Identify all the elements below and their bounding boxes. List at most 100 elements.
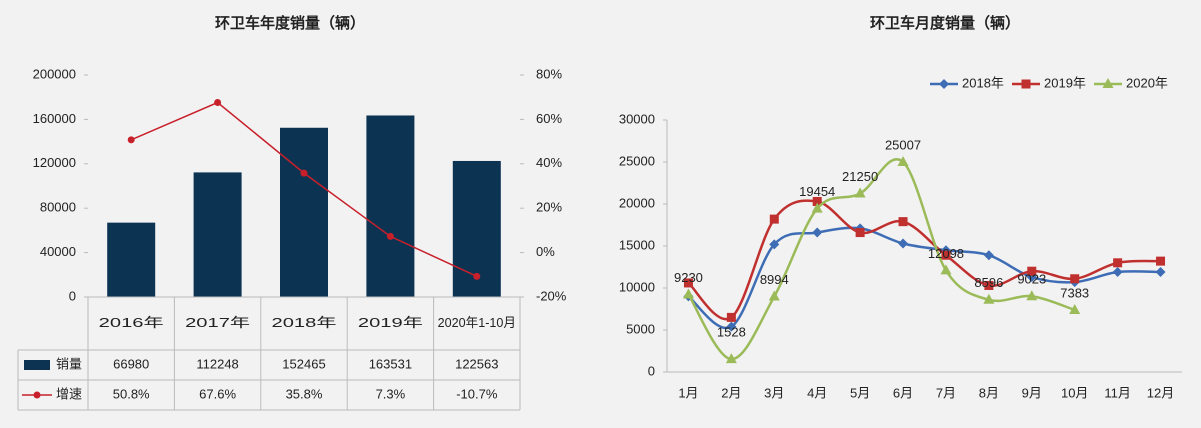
y2-tick-label: -20%: [536, 288, 567, 303]
marker: [984, 280, 994, 290]
table-cell: 66980: [113, 356, 149, 371]
x-tick-label: 4月: [807, 385, 827, 400]
y-tick-label: 40000: [40, 244, 76, 259]
x-tick-label: 10月: [1061, 385, 1088, 400]
y2-tick-label: 20%: [536, 200, 562, 215]
table-cell: -10.7%: [456, 386, 498, 401]
chart-title: 环卫车月度销量（辆）: [870, 14, 1020, 32]
marker: [811, 202, 823, 213]
marker: [898, 217, 908, 227]
x-tick-label: 1月: [678, 385, 698, 400]
legend-label: 2020年: [1126, 75, 1168, 90]
data-label: 1528: [717, 325, 746, 340]
x-tick-label: 8月: [979, 385, 999, 400]
table-cell: 152465: [282, 356, 325, 371]
y-tick-label: 30000: [619, 111, 655, 126]
x-tick-label: 12月: [1147, 385, 1174, 400]
bar: [193, 172, 242, 297]
table-cell: 67.6%: [199, 386, 236, 401]
y-tick-label: 15000: [619, 237, 655, 252]
line: [687, 158, 1076, 361]
marker: [898, 238, 909, 249]
y-tick-label: 120000: [33, 155, 76, 170]
x-tick-label: 2018年: [272, 315, 337, 330]
legend-label: 2018年: [962, 75, 1004, 90]
marker: [768, 290, 780, 301]
marker: [127, 136, 135, 144]
x-tick-label: 11月: [1104, 385, 1131, 400]
legend-label: 销量: [56, 356, 82, 371]
x-tick-label: 2020年1-10月: [438, 315, 516, 330]
table-cell: 50.8%: [113, 386, 150, 401]
table-cell: 7.3%: [376, 386, 406, 401]
data-label: 19454: [799, 184, 835, 199]
marker: [941, 250, 951, 260]
x-tick-label: 7月: [936, 385, 956, 400]
x-tick-label: 9月: [1022, 385, 1042, 400]
legend-label: 增速: [56, 386, 82, 401]
y2-tick-label: 0%: [536, 244, 555, 259]
marker: [983, 293, 995, 304]
legend-label: 2019年: [1044, 75, 1086, 90]
marker: [300, 169, 308, 177]
marker: [939, 79, 949, 89]
y-tick-label: 80000: [40, 200, 76, 215]
y-tick-label: 20000: [619, 195, 655, 210]
x-tick-label: 2月: [721, 385, 741, 400]
bar: [107, 222, 156, 297]
marker: [1026, 290, 1038, 301]
x-tick-label: 2017年: [185, 315, 250, 330]
data-label: 12098: [928, 246, 964, 261]
y2-tick-label: 40%: [536, 155, 562, 170]
marker: [769, 239, 780, 250]
marker: [683, 278, 693, 288]
y-tick-label: 160000: [33, 111, 76, 126]
bar: [280, 127, 328, 297]
marker: [812, 227, 823, 238]
x-tick-label: 3月: [764, 385, 784, 400]
data-label: 25007: [885, 137, 921, 152]
marker: [214, 99, 222, 107]
bar: [366, 115, 415, 297]
marker: [726, 312, 736, 322]
table-cell: 112248: [196, 356, 238, 371]
legend-key: [24, 360, 50, 370]
table-cell: 122563: [455, 356, 498, 371]
marker: [726, 321, 737, 332]
marker: [1021, 79, 1031, 89]
marker: [812, 196, 822, 206]
y2-tick-label: 60%: [536, 111, 562, 126]
marker: [473, 272, 481, 280]
marker: [983, 250, 994, 261]
chart-title: 环卫车年度销量（辆）: [215, 14, 365, 32]
marker: [725, 353, 737, 364]
data-label: 8994: [760, 272, 789, 287]
legend-key: [33, 391, 41, 399]
y-tick-label: 5000: [626, 321, 655, 336]
table-cell: 35.8%: [286, 386, 323, 401]
marker: [1113, 258, 1123, 268]
marker: [1112, 267, 1123, 278]
marker: [854, 187, 866, 198]
table-cell: 163531: [369, 356, 412, 371]
x-tick-label: 6月: [893, 385, 913, 400]
y-tick-label: 25000: [619, 153, 655, 168]
data-label: 9230: [674, 270, 703, 285]
data-label: 8596: [974, 275, 1003, 290]
x-tick-label: 2016年: [99, 315, 164, 330]
marker: [897, 155, 909, 166]
data-label: 9023: [1017, 272, 1046, 287]
marker: [1155, 267, 1166, 278]
data-label: 21250: [842, 169, 878, 184]
marker: [1069, 303, 1081, 314]
marker: [1070, 274, 1080, 284]
y-tick-label: 10000: [619, 279, 655, 294]
marker: [855, 228, 865, 238]
marker: [1027, 266, 1037, 276]
marker: [1102, 78, 1114, 88]
y2-tick-label: 80%: [536, 66, 562, 81]
y-tick-label: 0: [648, 363, 655, 378]
y-tick-label: 0: [69, 288, 76, 303]
